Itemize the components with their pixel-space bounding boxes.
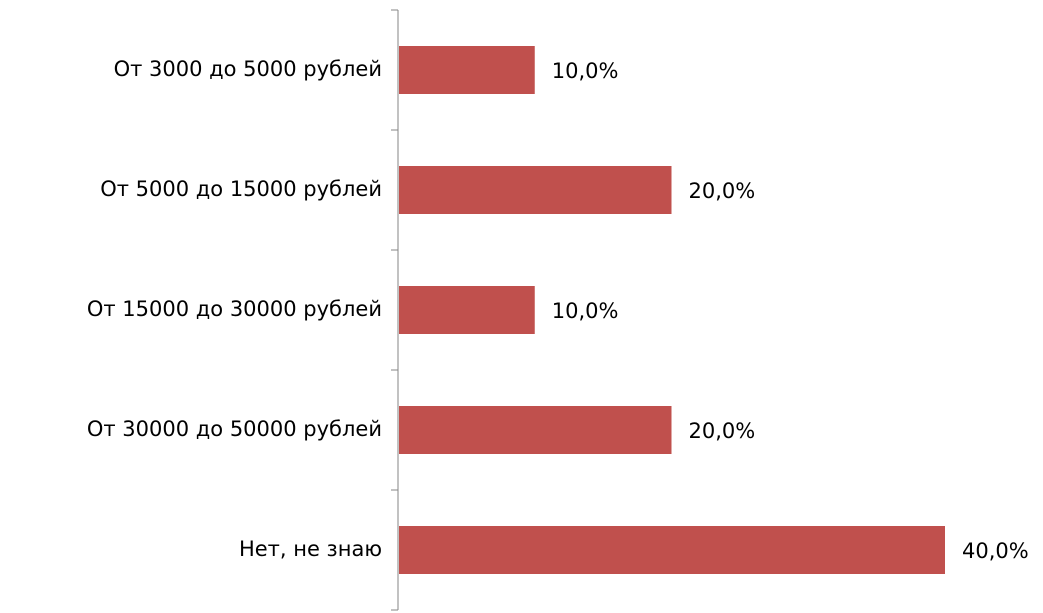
y-tick-label: От 30000 до 50000 рублей [87, 417, 382, 441]
bar [399, 46, 535, 94]
data-label: 20,0% [689, 179, 756, 203]
bar [399, 406, 672, 454]
y-tick-label: Нет, не знаю [239, 537, 382, 561]
data-label: 10,0% [552, 59, 619, 83]
y-tick-label: От 5000 до 15000 рублей [100, 177, 382, 201]
y-tick-label: От 15000 до 30000 рублей [87, 297, 382, 321]
bar [399, 526, 945, 574]
data-label: 10,0% [552, 299, 619, 323]
data-label: 40,0% [962, 539, 1029, 563]
y-tick-label: От 3000 до 5000 рублей [114, 57, 382, 81]
bar [399, 166, 672, 214]
bar [399, 286, 535, 334]
data-label: 20,0% [689, 419, 756, 443]
